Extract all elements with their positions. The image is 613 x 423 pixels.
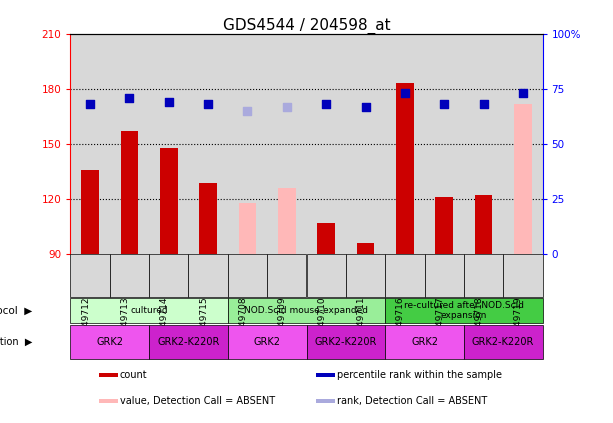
Text: GSM1049717: GSM1049717	[435, 296, 444, 357]
Bar	[228, 325, 306, 359]
Bar	[464, 254, 503, 297]
Text: cultured: cultured	[131, 306, 168, 315]
Bar	[149, 325, 228, 359]
Point	[204, 100, 213, 107]
Text: GSM1049714: GSM1049714	[160, 296, 169, 357]
Text: GRK2-K220R: GRK2-K220R	[158, 337, 219, 347]
Point	[282, 104, 292, 111]
Text: GSM1049719: GSM1049719	[514, 296, 523, 357]
Bar	[160, 148, 178, 254]
Text: GSM1049712: GSM1049712	[81, 296, 90, 357]
Text: GSM1049715: GSM1049715	[199, 296, 208, 357]
Text: rank, Detection Call = ABSENT: rank, Detection Call = ABSENT	[337, 396, 487, 407]
Bar	[199, 182, 217, 254]
Bar	[357, 243, 375, 254]
Text: protocol  ▶: protocol ▶	[0, 305, 32, 316]
Bar	[99, 373, 118, 376]
Bar	[189, 34, 228, 254]
Text: GRK2-K220R: GRK2-K220R	[472, 337, 535, 347]
Text: GRK2: GRK2	[254, 337, 281, 347]
Point	[164, 99, 173, 105]
Bar	[149, 254, 189, 297]
Bar	[396, 83, 414, 254]
Bar	[514, 104, 531, 254]
Bar	[110, 34, 149, 254]
Bar	[228, 34, 267, 254]
Bar	[82, 170, 99, 254]
Text: GSM1049718: GSM1049718	[474, 296, 484, 357]
Bar	[503, 34, 543, 254]
Bar	[70, 254, 110, 297]
Text: GSM1049713: GSM1049713	[121, 296, 129, 357]
Text: GSM1049716: GSM1049716	[396, 296, 405, 357]
Bar	[318, 223, 335, 254]
Bar	[228, 254, 267, 297]
Bar	[306, 34, 346, 254]
Bar	[267, 254, 306, 297]
Text: GRK2-K220R: GRK2-K220R	[314, 337, 377, 347]
Bar	[70, 325, 149, 359]
Bar	[278, 188, 295, 254]
Text: re-cultured after NOD.Scid
expansion: re-cultured after NOD.Scid expansion	[404, 301, 524, 320]
Text: genotype/variation  ▶: genotype/variation ▶	[0, 337, 32, 347]
Point	[479, 100, 489, 107]
Bar	[306, 254, 346, 297]
Bar	[385, 34, 424, 254]
Bar	[464, 34, 503, 254]
Point	[360, 104, 370, 111]
Bar	[316, 373, 335, 376]
Point	[243, 107, 253, 114]
Text: GSM1049708: GSM1049708	[238, 296, 248, 357]
Bar	[385, 325, 464, 359]
Bar	[424, 34, 464, 254]
Bar	[385, 298, 543, 323]
Bar	[424, 254, 464, 297]
Text: percentile rank within the sample: percentile rank within the sample	[337, 370, 501, 379]
Text: value, Detection Call = ABSENT: value, Detection Call = ABSENT	[120, 396, 275, 407]
Bar	[316, 399, 335, 404]
Text: GSM1049711: GSM1049711	[357, 296, 365, 357]
Bar	[346, 254, 385, 297]
Title: GDS4544 / 204598_at: GDS4544 / 204598_at	[223, 18, 390, 34]
Point	[321, 100, 331, 107]
Bar	[306, 325, 385, 359]
Text: GSM1049710: GSM1049710	[317, 296, 326, 357]
Bar	[228, 298, 385, 323]
Bar	[435, 197, 453, 254]
Point	[400, 89, 409, 96]
Bar	[110, 254, 149, 297]
Point	[124, 95, 134, 102]
Bar	[149, 34, 189, 254]
Point	[440, 100, 449, 107]
Point	[518, 89, 528, 96]
Bar	[121, 131, 139, 254]
Bar	[99, 399, 118, 404]
Text: NOD.Scid mouse-expanded: NOD.Scid mouse-expanded	[245, 306, 368, 315]
Text: count: count	[120, 370, 147, 379]
Text: GRK2: GRK2	[411, 337, 438, 347]
Text: GSM1049709: GSM1049709	[278, 296, 287, 357]
Bar	[267, 34, 306, 254]
Bar	[189, 254, 228, 297]
Bar	[474, 195, 492, 254]
Bar	[70, 298, 228, 323]
Point	[85, 100, 95, 107]
Bar	[385, 254, 424, 297]
Bar	[238, 203, 256, 254]
Bar	[503, 254, 543, 297]
Bar	[464, 325, 543, 359]
Text: GRK2: GRK2	[96, 337, 123, 347]
Bar	[346, 34, 385, 254]
Bar	[70, 34, 110, 254]
